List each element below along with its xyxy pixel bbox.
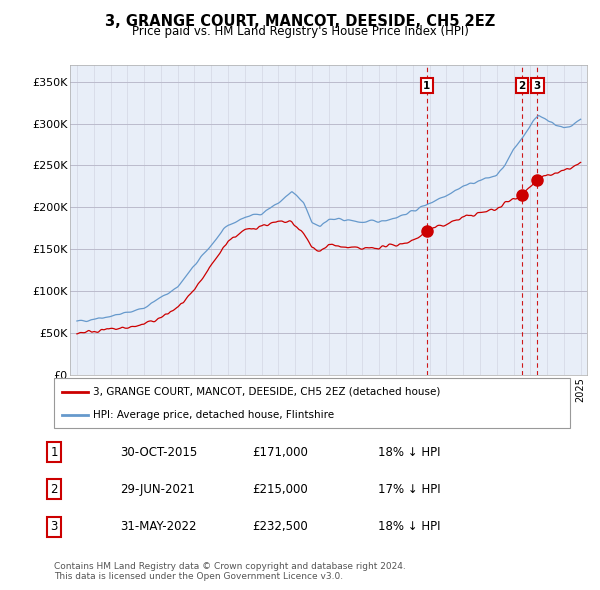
FancyBboxPatch shape — [54, 378, 570, 428]
Text: 3, GRANGE COURT, MANCOT, DEESIDE, CH5 2EZ: 3, GRANGE COURT, MANCOT, DEESIDE, CH5 2E… — [105, 14, 495, 28]
Text: 3: 3 — [533, 81, 541, 91]
Text: 30-OCT-2015: 30-OCT-2015 — [120, 445, 197, 459]
Text: 1: 1 — [50, 445, 58, 459]
Text: 17% ↓ HPI: 17% ↓ HPI — [378, 483, 440, 496]
Text: 18% ↓ HPI: 18% ↓ HPI — [378, 520, 440, 533]
Text: 3, GRANGE COURT, MANCOT, DEESIDE, CH5 2EZ (detached house): 3, GRANGE COURT, MANCOT, DEESIDE, CH5 2E… — [92, 386, 440, 396]
Text: Contains HM Land Registry data © Crown copyright and database right 2024.
This d: Contains HM Land Registry data © Crown c… — [54, 562, 406, 581]
Text: 29-JUN-2021: 29-JUN-2021 — [120, 483, 195, 496]
Text: 18% ↓ HPI: 18% ↓ HPI — [378, 445, 440, 459]
Text: 2: 2 — [518, 81, 526, 91]
Text: £215,000: £215,000 — [252, 483, 308, 496]
Text: 3: 3 — [50, 520, 58, 533]
Text: £232,500: £232,500 — [252, 520, 308, 533]
Text: 1: 1 — [423, 81, 430, 91]
Text: £171,000: £171,000 — [252, 445, 308, 459]
Text: 31-MAY-2022: 31-MAY-2022 — [120, 520, 197, 533]
Text: HPI: Average price, detached house, Flintshire: HPI: Average price, detached house, Flin… — [92, 410, 334, 420]
Text: Price paid vs. HM Land Registry's House Price Index (HPI): Price paid vs. HM Land Registry's House … — [131, 25, 469, 38]
Text: 2: 2 — [50, 483, 58, 496]
